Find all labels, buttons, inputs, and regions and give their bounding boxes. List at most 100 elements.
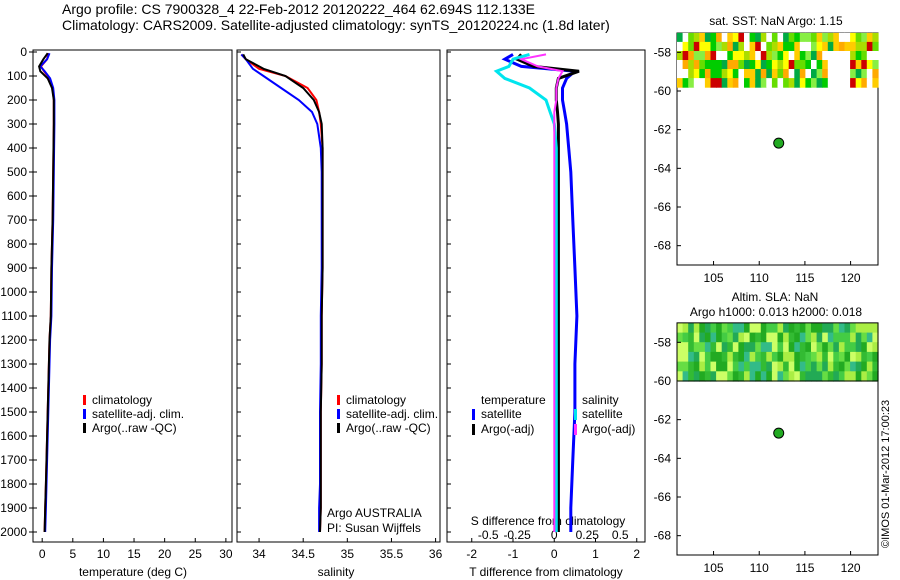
sst-field-cell xyxy=(699,60,706,70)
sst-field-cell xyxy=(732,51,739,61)
sst-field-cell xyxy=(727,51,734,61)
sla-field-cell xyxy=(833,361,840,372)
depth-tick-label: 900 xyxy=(7,261,27,275)
sst-field-cell xyxy=(777,60,784,70)
sla-field-cell xyxy=(872,342,879,353)
sla-field-cell xyxy=(693,361,700,372)
sst-field-cell xyxy=(816,51,823,61)
sla-field-cell xyxy=(838,371,846,382)
sst-map-title: sat. SST: NaN Argo: 1.15 xyxy=(709,14,843,28)
sla-field-cell xyxy=(777,342,784,353)
sla-field-cell xyxy=(850,361,857,372)
sst-field-cell xyxy=(732,78,739,88)
diff-legend-t-label: Argo(-adj) xyxy=(481,422,534,436)
header-line-2: Climatology: CARS2009. Satellite-adjuste… xyxy=(62,17,610,33)
sst-field-cell xyxy=(833,41,840,52)
sla-y-tick-label: -66 xyxy=(654,490,672,504)
sla-field-cell xyxy=(827,361,834,372)
temperature-legend-swatch xyxy=(83,395,86,405)
sla-field-cell xyxy=(816,371,823,382)
sst-field-cell xyxy=(732,69,739,79)
sla-field-cell xyxy=(816,332,823,343)
sst-field-cell xyxy=(777,51,784,61)
sla-field-cell xyxy=(805,322,812,334)
sla-field-cell xyxy=(872,322,879,334)
series-line-argo-raw-qc- xyxy=(38,52,55,533)
sla-field-cell xyxy=(771,351,779,363)
sst-x-tick-label: 115 xyxy=(795,271,814,285)
sst-field-cell xyxy=(805,51,812,61)
sst-field-cell xyxy=(811,69,818,79)
depth-tick-label: 1000 xyxy=(0,285,27,299)
diff-legend-title-salinity: salinity xyxy=(582,393,619,407)
sst-field-cell xyxy=(816,60,823,70)
sla-field-cell xyxy=(677,332,684,343)
sla-field-cell xyxy=(850,332,857,343)
sst-field-cell xyxy=(744,32,751,43)
sla-field-cell xyxy=(716,342,723,353)
difference-panel-frame xyxy=(446,49,646,543)
sla-field-cell xyxy=(794,371,801,382)
sst-field-cell xyxy=(811,78,818,88)
sst-field-cell xyxy=(682,69,689,79)
sla-field-cell xyxy=(866,351,873,363)
diff-x-tick-label: 1 xyxy=(592,547,599,561)
sst-field-cell xyxy=(721,41,728,52)
sst-field-cell xyxy=(716,69,723,79)
sla-field-cell xyxy=(744,322,751,334)
x-tick-label: 34.5 xyxy=(292,547,316,561)
sst-field-cell xyxy=(822,78,829,88)
sst-field-cell xyxy=(783,60,790,70)
sst-y-tick-label: -60 xyxy=(654,84,672,98)
sst-field-cell xyxy=(805,78,812,88)
sst-field-cell xyxy=(710,32,717,43)
sst-field-cell xyxy=(755,78,762,88)
diff-series-salinity-satellite xyxy=(493,52,558,532)
sla-field-cell xyxy=(861,361,868,372)
sst-field-cell xyxy=(738,78,745,88)
sla-field-cell xyxy=(844,351,851,363)
sst-field-cell xyxy=(850,51,857,61)
series-line-argo-raw-qc- xyxy=(242,53,324,533)
sst-field-cell xyxy=(811,60,818,70)
sla-field-cell xyxy=(794,351,801,363)
sst-field-cell xyxy=(788,69,795,79)
sst-field-cell xyxy=(822,60,829,70)
temperature-legend-swatch xyxy=(83,409,86,419)
sst-field-cell xyxy=(749,51,756,61)
difference-xlabel: T difference from climatology xyxy=(469,565,623,579)
sla-field-cell xyxy=(771,361,779,372)
sst-field-cell xyxy=(794,41,801,52)
sla-field-cell xyxy=(866,322,873,334)
depth-tick-label: 200 xyxy=(7,93,27,107)
sst-field-cell xyxy=(866,60,873,70)
sst-field-cell xyxy=(716,41,723,52)
sst-field-cell xyxy=(732,41,739,52)
sla-field-cell xyxy=(777,322,784,334)
sla-field-cell xyxy=(777,361,784,372)
sla-field-cell xyxy=(811,351,818,363)
sla-field-cell xyxy=(866,361,873,372)
sst-field-cell xyxy=(850,69,857,79)
x-tick-label: 0 xyxy=(39,547,46,561)
sla-field-cell xyxy=(838,361,846,372)
sla-field-cell xyxy=(760,361,767,372)
sla-field-cell xyxy=(861,332,868,343)
sst-field-cell xyxy=(855,51,862,61)
sla-field-cell xyxy=(727,371,734,382)
sst-field-cell xyxy=(777,41,784,52)
sst-field-cell xyxy=(677,32,684,43)
sst-field-cell xyxy=(738,41,745,52)
sst-field-cell xyxy=(704,78,712,88)
sst-field-cell xyxy=(794,32,801,43)
sst-field-cell xyxy=(688,41,695,52)
salinity-legend-label: climatology xyxy=(346,393,406,407)
depth-tick-label: 1100 xyxy=(1,309,27,323)
sla-field-cell xyxy=(677,342,684,353)
sst-field-cell xyxy=(777,69,784,79)
sla-field-cell xyxy=(677,371,684,382)
sst-field-cell xyxy=(744,60,751,70)
diff-legend-t-swatch xyxy=(472,424,475,435)
sla-field-cell xyxy=(732,322,739,334)
sla-field-cell xyxy=(744,332,751,343)
